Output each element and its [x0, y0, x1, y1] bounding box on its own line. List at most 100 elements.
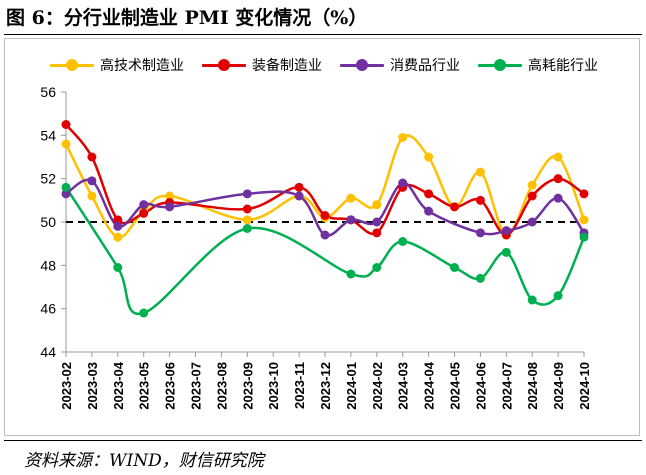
data-point-energy	[372, 263, 382, 272]
y-tick-label: 50	[40, 214, 56, 230]
data-point-equipment	[372, 228, 382, 238]
y-tick-label: 56	[40, 84, 56, 100]
data-point-energy	[398, 237, 408, 246]
data-point-consumer	[501, 226, 511, 236]
x-tick-label: 2024-05	[448, 362, 463, 410]
y-tick-label: 48	[40, 257, 56, 273]
legend-swatch-energy	[478, 58, 522, 72]
data-point-consumer	[553, 193, 563, 203]
data-point-high-tech	[475, 167, 485, 177]
data-point-high-tech	[527, 180, 537, 190]
data-point-energy	[579, 232, 589, 242]
x-tick-label: 2024-06	[473, 362, 488, 410]
data-point-energy	[113, 263, 123, 272]
x-tick-label: 2024-07	[499, 362, 514, 410]
data-point-consumer	[87, 176, 97, 186]
data-point-equipment	[553, 174, 563, 184]
y-tick-label: 46	[40, 301, 56, 317]
x-tick-label: 2023-05	[137, 362, 152, 410]
legend-swatch-consumer	[340, 58, 384, 72]
data-point-consumer	[398, 178, 408, 188]
data-point-equipment	[475, 195, 485, 205]
data-point-equipment	[579, 189, 589, 199]
data-point-energy	[527, 295, 537, 305]
data-point-high-tech	[346, 193, 356, 203]
data-point-energy	[346, 269, 356, 279]
legend-item-consumer: 消费品行业	[340, 55, 460, 75]
data-point-consumer	[424, 206, 434, 216]
x-tick-label: 2024-09	[551, 362, 566, 410]
x-tick-label: 2023-08	[214, 362, 229, 410]
chart-frame	[4, 38, 640, 436]
data-point-high-tech	[398, 133, 408, 142]
x-tick-label: 2024-01	[344, 362, 359, 410]
data-point-consumer	[113, 221, 123, 231]
legend-label-energy: 高耗能行业	[528, 58, 598, 74]
data-point-equipment	[87, 152, 97, 162]
legend-swatch-equipment	[202, 58, 246, 72]
data-point-equipment	[527, 191, 537, 201]
x-tick-label: 2023-11	[292, 362, 307, 409]
data-point-high-tech	[372, 200, 382, 210]
data-point-high-tech	[165, 191, 175, 201]
data-point-equipment	[450, 202, 459, 212]
legend-label-equipment: 装备制造业	[252, 58, 322, 74]
legend-swatch-high-tech	[50, 58, 94, 72]
data-point-equipment	[113, 215, 123, 225]
data-point-equipment	[424, 189, 434, 199]
data-point-consumer	[139, 200, 149, 210]
data-point-consumer	[346, 215, 356, 225]
data-point-consumer	[61, 189, 71, 199]
data-point-high-tech	[579, 215, 589, 225]
legend-item-energy: 高耗能行业	[478, 55, 598, 75]
data-point-high-tech	[424, 152, 434, 162]
data-point-consumer	[242, 189, 252, 199]
data-point-energy	[553, 291, 563, 301]
x-tick-label: 2024-08	[525, 362, 540, 410]
y-tick-label: 54	[40, 127, 56, 143]
data-point-equipment	[294, 182, 304, 192]
x-tick-label: 2023-03	[85, 362, 100, 410]
legend-label-high-tech: 高技术制造业	[100, 58, 184, 74]
figure-title: 图 6：分行业制造业 PMI 变化情况（%）	[6, 7, 368, 29]
chart-legend: 高技术制造业 装备制造业 消费品行业 高耗能行业	[14, 52, 634, 78]
bottom-rule	[4, 440, 642, 441]
x-tick-label: 2023-04	[111, 361, 126, 409]
data-point-consumer	[372, 217, 382, 227]
x-tick-label: 2024-02	[370, 362, 385, 410]
y-tick-label: 44	[40, 344, 56, 360]
x-tick-label: 2024-04	[422, 361, 437, 409]
legend-item-high-tech: 高技术制造业	[50, 55, 184, 75]
x-tick-label: 2024-10	[577, 362, 592, 410]
data-point-consumer	[294, 191, 304, 201]
x-tick-label: 2023-12	[318, 362, 333, 410]
x-tick-label: 2023-02	[59, 362, 74, 410]
data-point-high-tech	[242, 215, 252, 225]
data-point-energy	[450, 263, 459, 272]
data-point-energy	[242, 224, 252, 233]
x-tick-label: 2023-10	[266, 362, 281, 410]
y-tick-label: 52	[40, 171, 56, 187]
data-point-consumer	[320, 230, 330, 240]
data-point-energy	[139, 308, 149, 318]
data-point-high-tech	[87, 191, 97, 201]
data-point-equipment	[320, 211, 330, 220]
data-point-consumer	[475, 228, 485, 238]
legend-label-consumer: 消费品行业	[390, 58, 460, 74]
legend-item-equipment: 装备制造业	[202, 55, 322, 75]
data-point-equipment	[242, 204, 252, 214]
data-point-high-tech	[61, 139, 71, 149]
x-tick-label: 2023-07	[189, 362, 204, 410]
data-point-high-tech	[553, 152, 563, 162]
source-note: 资料来源：WIND，财信研究院	[24, 451, 264, 471]
data-point-high-tech	[113, 232, 123, 242]
x-tick-label: 2023-06	[163, 362, 178, 410]
data-point-energy	[61, 182, 71, 192]
data-point-equipment	[139, 208, 149, 218]
x-tick-label: 2023-09	[240, 362, 255, 410]
data-point-energy	[501, 247, 511, 257]
x-tick-label: 2024-03	[396, 362, 411, 410]
data-point-equipment	[61, 120, 71, 129]
data-point-consumer	[165, 202, 175, 212]
